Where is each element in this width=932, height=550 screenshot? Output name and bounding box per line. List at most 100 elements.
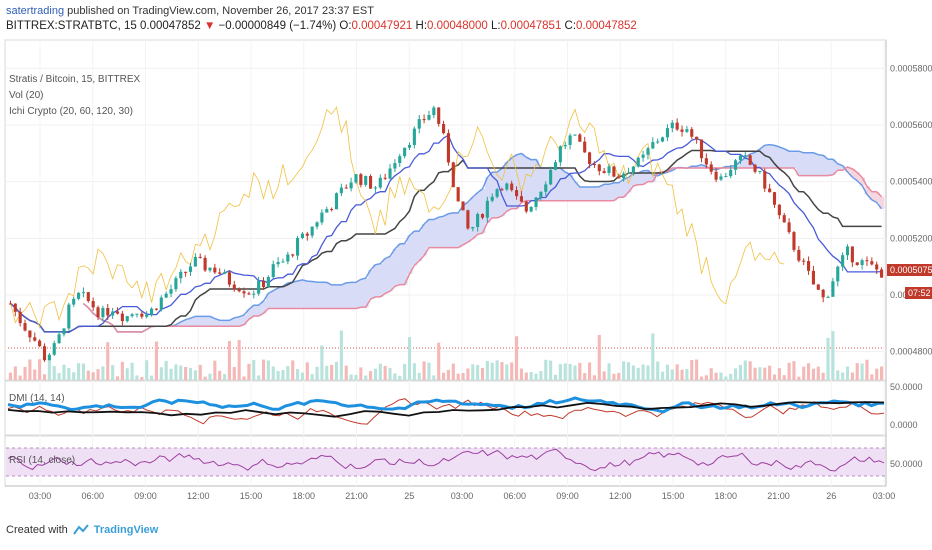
main-pane[interactable]: [4, 39, 887, 381]
cloud-segment: [757, 149, 763, 169]
candle-body: [159, 297, 163, 310]
volume-bar: [223, 374, 227, 380]
candle-body: [38, 340, 42, 347]
cloud-segment: [596, 186, 603, 201]
candle-body: [281, 261, 285, 263]
volume-bar: [52, 366, 56, 380]
cloud-segment: [528, 159, 535, 201]
candle-body: [592, 163, 596, 165]
cloud-segment: [407, 235, 413, 274]
volume-bar: [626, 362, 631, 380]
candle-body: [456, 187, 460, 202]
volume-bar: [461, 372, 465, 380]
down-arrow-icon: ▼: [203, 20, 216, 32]
time-tick-label: 09:00: [556, 491, 579, 501]
candle-body: [125, 316, 129, 322]
volume-bar: [573, 365, 577, 380]
cloud-segment: [601, 184, 608, 201]
volume-bar: [296, 369, 300, 380]
volume-bar: [344, 365, 348, 380]
publisher-name[interactable]: satertrading: [6, 5, 65, 17]
time-tick-label: 18:00: [292, 491, 315, 501]
tradingview-logo-icon[interactable]: [72, 524, 89, 536]
volume-bar: [670, 369, 674, 380]
candle-body: [305, 233, 309, 236]
time-tick-label: 06:00: [503, 491, 526, 501]
volume-bar: [364, 375, 368, 380]
legend-dmi[interactable]: DMI (14, 14): [9, 393, 65, 404]
candle-body: [67, 304, 71, 329]
candle-body: [734, 160, 738, 170]
cloud-segment: [796, 151, 802, 176]
cloud-segment: [222, 320, 228, 327]
candle-body: [777, 204, 781, 216]
volume-bar: [617, 372, 621, 380]
volume-bar: [422, 361, 426, 380]
cloud-segment: [587, 187, 593, 201]
candle-body: [529, 206, 533, 212]
close-value: 0.00047852: [576, 20, 637, 32]
candle-body: [432, 107, 436, 115]
volume-bar: [354, 374, 358, 380]
volume-bar: [753, 367, 757, 380]
candle-body: [427, 114, 431, 120]
volume-bar: [174, 364, 178, 380]
candle-body: [291, 254, 295, 256]
cloud-segment: [304, 281, 311, 309]
cloud-segment: [630, 173, 637, 186]
volume-bar: [208, 373, 212, 380]
candle-body: [208, 267, 212, 271]
cloud-segment: [859, 177, 866, 186]
cloud-segment: [849, 168, 856, 178]
cloud-segment: [178, 321, 184, 327]
cloud-segment: [231, 317, 238, 327]
volume-bar: [724, 376, 728, 380]
candle-body: [753, 164, 757, 172]
candle-body: [811, 270, 815, 285]
cloud-segment: [635, 173, 642, 185]
volume-bar: [179, 365, 183, 380]
volume-bar: [81, 363, 85, 380]
volume-bar: [768, 365, 772, 380]
volume-bar: [115, 376, 120, 380]
volume-bar: [646, 365, 650, 380]
time-tick-label: 21:00: [767, 491, 790, 501]
candle-body: [300, 233, 304, 239]
legend-main[interactable]: Stratis / Bitcoin, 15, BITTREX: [9, 74, 140, 85]
grid: [5, 40, 886, 486]
volume-bar: [120, 361, 124, 380]
cloud-segment: [358, 279, 364, 308]
volume-bar: [145, 360, 149, 380]
candle-body: [339, 187, 343, 194]
volume-bar: [802, 366, 806, 380]
open-value: 0.00047921: [351, 20, 413, 32]
legend-ichi[interactable]: Ichi Crypto (20, 60, 120, 30): [9, 106, 133, 117]
legend-vol[interactable]: Vol (20): [9, 90, 43, 101]
cloud-segment: [762, 145, 768, 169]
candle-body: [164, 293, 168, 298]
cloud-segment: [450, 212, 457, 248]
cloud-segment: [523, 157, 530, 201]
volume-bar: [398, 375, 402, 380]
candle-body: [665, 128, 669, 138]
cloud-segment: [562, 172, 569, 201]
countdown-tag: 07:52: [905, 287, 932, 299]
volume-bar: [456, 373, 460, 380]
cloud-segment: [864, 186, 870, 195]
volume-bar: [373, 368, 377, 380]
time-tick-label: 06:00: [81, 491, 104, 501]
candle-body: [816, 284, 820, 290]
cloud-segment: [767, 144, 773, 169]
candle-body: [612, 166, 616, 177]
cloud-segment: [776, 147, 783, 169]
volume-bar: [184, 367, 188, 380]
candle-body: [373, 187, 377, 189]
candle-body: [519, 196, 523, 202]
candle-body: [77, 292, 81, 299]
candle-body: [471, 227, 475, 229]
legend-rsi[interactable]: RSI (14, close): [9, 455, 75, 466]
volume-bar: [695, 359, 699, 380]
tradingview-brand[interactable]: TradingView: [93, 524, 159, 536]
